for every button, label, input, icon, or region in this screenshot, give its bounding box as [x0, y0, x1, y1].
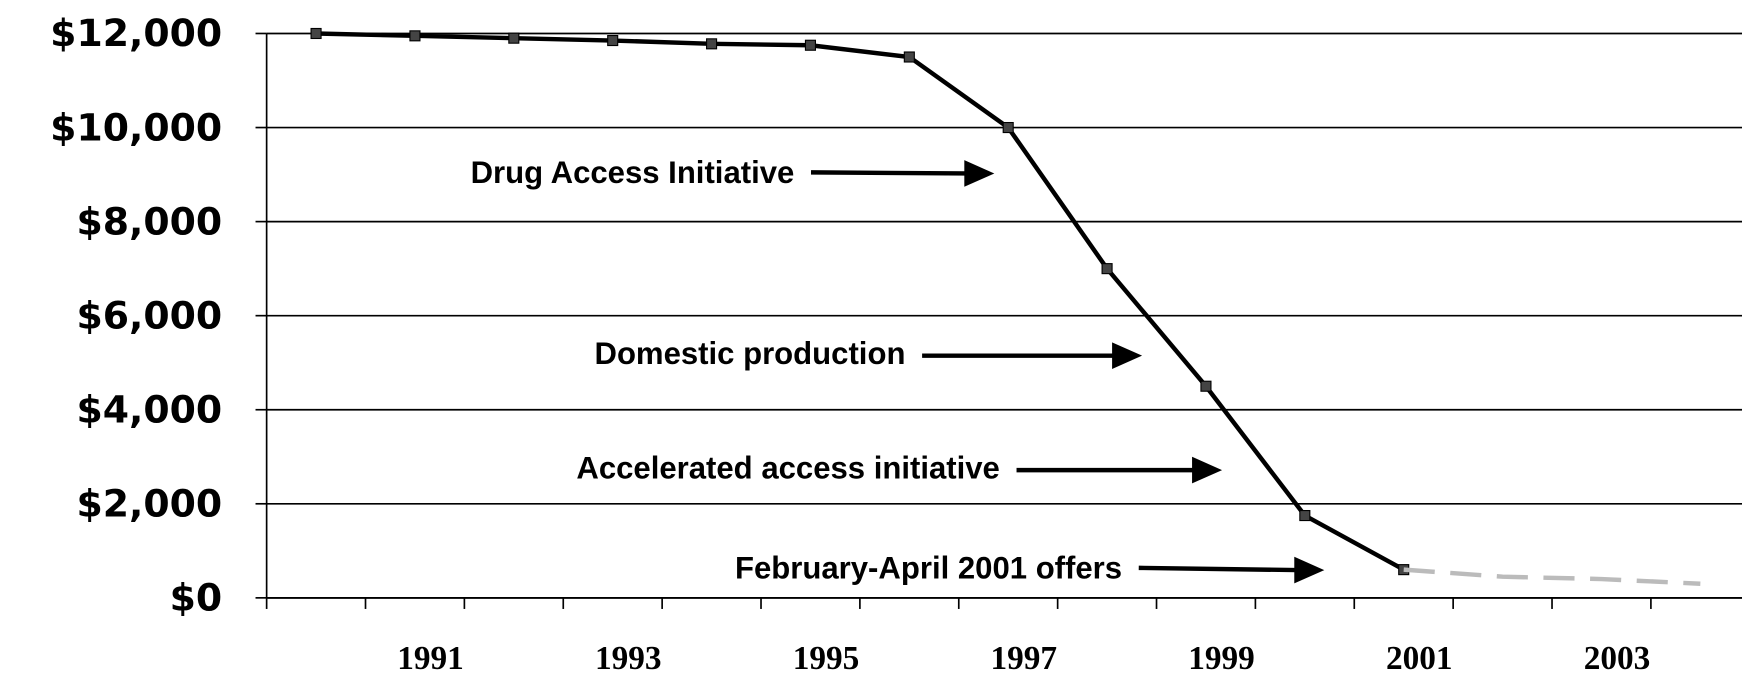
y-tick-label: $4,000 — [76, 387, 222, 431]
marker — [508, 32, 520, 44]
marker — [706, 38, 718, 50]
marker — [409, 30, 421, 42]
annotation-arrows — [810, 160, 1325, 584]
y-tick-label: $2,000 — [76, 482, 222, 526]
y-tick-label: $10,000 — [50, 105, 222, 149]
x-tick-label: 2003 — [1584, 640, 1651, 677]
x-tick-label: 1993 — [595, 640, 662, 677]
annotation: Accelerated access initiative — [576, 450, 999, 485]
y-tick-label: $12,000 — [50, 11, 222, 55]
x-tick-label: 1991 — [397, 640, 464, 677]
y-tick-label: $8,000 — [76, 199, 222, 243]
marker — [1299, 509, 1311, 522]
marker — [607, 34, 619, 47]
x-tick-label: 1995 — [793, 640, 860, 677]
marker — [804, 39, 817, 51]
line — [1403, 567, 1701, 586]
marker — [310, 27, 322, 40]
annotation: Domestic production — [594, 336, 905, 371]
x-tick-label: 1999 — [1188, 640, 1255, 677]
marker — [1002, 121, 1014, 134]
y-tick-label: $6,000 — [76, 293, 222, 337]
x-tick-label: 1997 — [990, 640, 1057, 677]
marker — [903, 51, 915, 63]
y-tick-label: $0 — [170, 576, 223, 620]
marker — [1101, 263, 1113, 275]
marker — [1200, 380, 1212, 392]
annotation: February-April 2001 offers — [735, 550, 1122, 585]
annotation: Drug Access Initiative — [471, 155, 795, 190]
line — [316, 31, 1405, 572]
x-tick-label: 2001 — [1386, 640, 1453, 677]
